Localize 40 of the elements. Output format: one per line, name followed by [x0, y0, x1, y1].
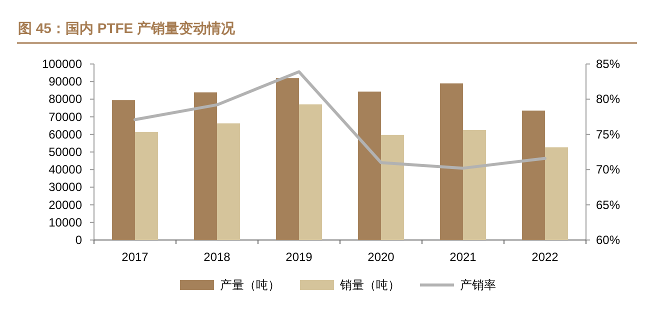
x-tick-label: 2017	[122, 250, 149, 264]
y-tick-label: 40000	[48, 162, 82, 177]
y-tick-label: 70000	[48, 110, 82, 124]
y-tick-label: 30000	[48, 180, 82, 194]
bar	[358, 92, 381, 240]
x-tick-label: 2021	[450, 250, 477, 264]
y-tick-label: 50000	[48, 145, 82, 159]
y-tick-label: 20000	[48, 198, 82, 212]
bar	[276, 78, 299, 240]
legend-label: 产销率	[460, 278, 496, 292]
bar	[440, 83, 463, 240]
y-tick-label: 10000	[48, 215, 82, 230]
legend-label: 销量（吨）	[339, 278, 400, 292]
x-tick-label: 2020	[368, 250, 395, 264]
bar	[381, 134, 404, 240]
bar	[135, 132, 158, 240]
y-tick-label: 60000	[48, 127, 82, 142]
x-tick-label: 2022	[532, 250, 559, 264]
y-tick-label: 80000	[48, 92, 82, 106]
x-tick-label: 2019	[286, 250, 313, 264]
x-tick-label: 2018	[204, 250, 231, 264]
y2-tick-label: 80%	[596, 92, 620, 106]
bar	[545, 147, 568, 240]
bar	[112, 100, 135, 240]
y2-tick-label: 65%	[596, 198, 620, 212]
y2-tick-label: 60%	[596, 233, 620, 247]
y-tick-label: 0	[75, 233, 82, 247]
bar	[194, 92, 217, 240]
y2-tick-label: 85%	[596, 57, 620, 71]
bar	[463, 130, 486, 240]
line-series	[134, 70, 546, 170]
y2-tick-label: 75%	[596, 127, 620, 142]
y-tick-label: 100000	[42, 57, 82, 71]
y-tick-label: 90000	[48, 74, 82, 89]
y2-tick-label: 70%	[596, 162, 620, 177]
chart-title: 图 45：国内 PTFE 产销量变动情况	[18, 20, 236, 36]
legend-label: 产量（吨）	[220, 278, 280, 292]
bar	[522, 110, 545, 240]
bar	[217, 123, 240, 240]
bar	[299, 104, 322, 240]
